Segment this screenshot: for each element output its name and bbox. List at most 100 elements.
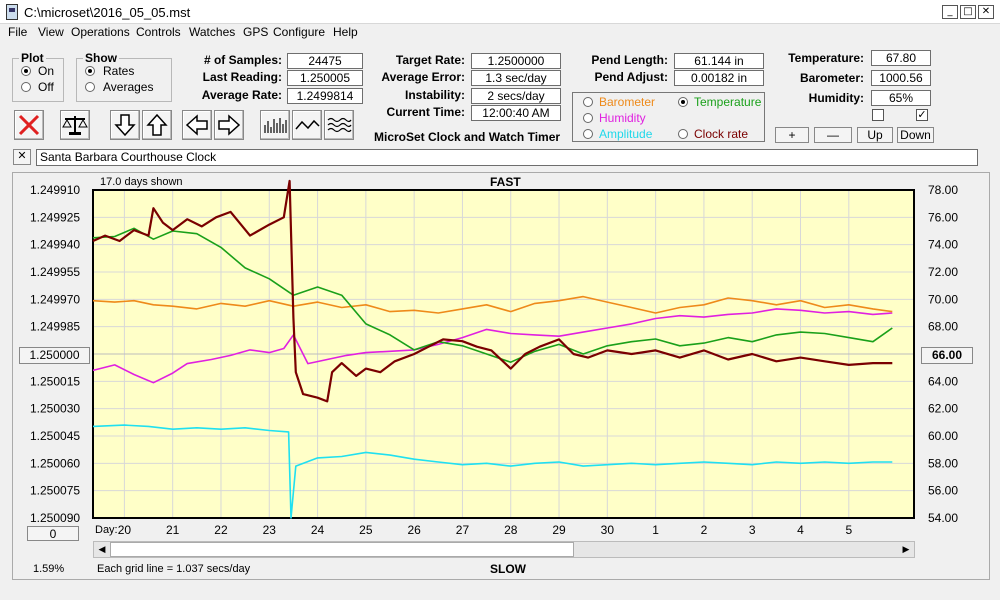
plus-button[interactable]: + <box>775 127 809 143</box>
series-temperature-line <box>92 227 893 364</box>
plot-on-radio[interactable] <box>21 66 31 76</box>
sensor-select-group: Barometer Temperature Humidity Amplitude… <box>572 92 765 142</box>
right-center-button[interactable]: 66.00 <box>921 347 973 364</box>
plot-on-label: On <box>38 64 55 78</box>
maximize-icon[interactable]: □ <box>960 5 976 19</box>
scrollbar-thumb[interactable] <box>110 542 574 557</box>
arrow-right-icon <box>218 114 241 136</box>
minimize-icon[interactable]: _ <box>942 5 958 19</box>
average-rate-label: Average Rate: <box>201 88 282 102</box>
instability-field: 2 secs/day <box>471 88 561 104</box>
balance-button[interactable] <box>60 110 90 140</box>
y-left-tick-label: 1.249955 <box>30 265 80 279</box>
barometer-radio[interactable] <box>583 97 593 107</box>
temperature-radio[interactable] <box>678 97 688 107</box>
clock-rate-option-label: Clock rate <box>694 127 749 141</box>
current-time-label: Current Time: <box>386 105 465 119</box>
scale-icon <box>62 116 88 135</box>
average-error-field: 1.3 sec/day <box>471 70 561 86</box>
close-icon[interactable]: ✕ <box>978 5 994 19</box>
plot-group-title: Plot <box>19 51 46 65</box>
series-rate-line <box>92 179 893 403</box>
horizontal-scrollbar[interactable]: ◀ ▶ <box>93 541 915 558</box>
days-shown-label: 17.0 days shown <box>100 176 183 188</box>
arrow-up-icon <box>146 113 168 136</box>
left-center-button[interactable]: 1.250000 <box>19 347 90 364</box>
pend-adjust-label: Pend Adjust: <box>594 70 668 84</box>
menu-file[interactable]: File <box>8 25 28 39</box>
menu-help[interactable]: Help <box>333 25 358 39</box>
pend-adjust-field: 0.00182 in <box>674 70 764 86</box>
show-rates-label: Rates <box>103 64 135 78</box>
up-button[interactable]: Up <box>857 127 893 143</box>
up-arrow-button[interactable] <box>142 110 172 140</box>
target-rate-field[interactable]: 1.2500000 <box>471 53 561 69</box>
line-graph-button[interactable] <box>292 110 322 140</box>
y-right-tick-label: 58.00 <box>928 456 958 470</box>
x-tick-label: 28 <box>504 523 518 537</box>
scroll-right-icon[interactable]: ▶ <box>902 544 910 554</box>
x-tick-label: 24 <box>311 523 325 537</box>
show-averages-radio[interactable] <box>85 82 95 92</box>
clear-clock-name-button[interactable]: ✕ <box>13 149 31 165</box>
amplitude-radio[interactable] <box>583 129 593 139</box>
humidity-label: Humidity: <box>808 91 864 105</box>
x-tick-label: 29 <box>552 523 566 537</box>
humidity-option-label: Humidity <box>599 111 646 125</box>
y-right-tick-label: 72.00 <box>928 265 958 279</box>
y-right-tick-label: 62.00 <box>928 402 958 416</box>
average-error-label: Average Error: <box>381 70 465 84</box>
menu-controls[interactable]: Controls <box>136 25 181 39</box>
x-tick-label: 1 <box>652 523 659 537</box>
menu-watches[interactable]: Watches <box>189 25 236 39</box>
histogram-button[interactable] <box>260 110 290 140</box>
instability-label: Instability: <box>404 88 465 102</box>
y-left-tick-label: 1.250030 <box>30 402 80 416</box>
down-arrow-button[interactable] <box>110 110 140 140</box>
y-left-tick-label: 1.249925 <box>30 210 80 224</box>
waves-button[interactable] <box>324 110 354 140</box>
down-button[interactable]: Down <box>897 127 934 143</box>
y-right-tick-label: 60.00 <box>928 429 958 443</box>
temperature-field: 67.80 <box>871 50 931 66</box>
pend-length-field[interactable]: 61.144 in <box>674 53 764 69</box>
y-left-tick-label: 1.249940 <box>30 238 80 252</box>
menu-view[interactable]: View <box>38 25 64 39</box>
arrow-down-icon <box>114 114 136 137</box>
app-icon <box>6 4 18 20</box>
checkbox-right[interactable]: ✓ <box>916 109 928 121</box>
title-bar: C:\microset\2016_05_05.mst _ □ ✕ <box>0 0 1000 24</box>
left-arrow-button[interactable] <box>182 110 212 140</box>
samples-field: 24475 <box>287 53 363 69</box>
show-rates-radio[interactable] <box>85 66 95 76</box>
plot-off-label: Off <box>38 80 54 94</box>
right-arrow-button[interactable] <box>214 110 244 140</box>
scroll-left-icon[interactable]: ◀ <box>98 544 106 554</box>
current-time-field: 12:00:40 AM <box>471 105 561 121</box>
stop-button[interactable] <box>14 110 44 140</box>
x-tick-label: 27 <box>456 523 470 537</box>
clock-rate-radio[interactable] <box>678 129 688 139</box>
checkbox-left[interactable] <box>872 109 884 121</box>
last-reading-field: 1.250005 <box>287 70 363 86</box>
target-rate-label: Target Rate: <box>395 53 465 67</box>
menu-gps[interactable]: GPS <box>243 25 269 39</box>
series-amplitude-line <box>92 424 893 519</box>
minus-button[interactable]: — <box>814 127 852 143</box>
bottom-left-button[interactable]: 0 <box>27 526 79 541</box>
menu-configure[interactable]: Configure <box>273 25 326 39</box>
y-left-tick-label: 1.250060 <box>30 456 80 470</box>
arrow-left-icon <box>185 114 208 136</box>
x-tick-label: 30 <box>601 523 615 537</box>
y-left-tick-label: 1.250075 <box>30 484 80 498</box>
menu-operations[interactable]: Operations <box>71 25 130 39</box>
humidity-radio[interactable] <box>583 113 593 123</box>
x-tick-label: 23 <box>263 523 277 537</box>
barometer-field: 1000.56 <box>871 70 931 86</box>
waves-icon <box>327 117 352 133</box>
clock-name-field[interactable]: Santa Barbara Courthouse Clock <box>36 149 978 166</box>
show-averages-label: Averages <box>103 80 154 94</box>
y-right-tick-label: 54.00 <box>928 511 958 525</box>
plot-off-radio[interactable] <box>21 82 31 92</box>
